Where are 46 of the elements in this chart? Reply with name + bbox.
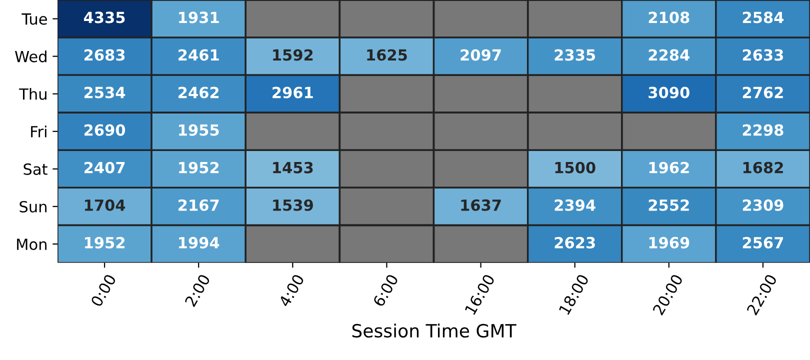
data-label: 2461 bbox=[178, 49, 219, 61]
y-tick-label: Mon bbox=[17, 238, 46, 250]
data-label: 2108 bbox=[648, 12, 690, 24]
y-tick-label: Sat bbox=[24, 163, 48, 175]
data-label: 2567 bbox=[742, 236, 784, 248]
data-label: 1539 bbox=[273, 199, 313, 211]
data-label: 2633 bbox=[742, 49, 784, 61]
data-label: 2407 bbox=[84, 162, 125, 174]
data-label: 1955 bbox=[179, 124, 219, 136]
data-label: 2335 bbox=[554, 49, 596, 61]
data-label: 2961 bbox=[272, 86, 313, 98]
data-label: 2584 bbox=[742, 12, 784, 24]
data-label: 1969 bbox=[649, 236, 690, 248]
data-label: 1453 bbox=[273, 162, 313, 174]
data-label: 1994 bbox=[179, 236, 220, 248]
data-label: 2552 bbox=[648, 199, 689, 211]
data-label: 1625 bbox=[367, 49, 407, 61]
data-label: 2394 bbox=[554, 199, 596, 211]
data-label: 2623 bbox=[554, 236, 595, 248]
data-label: 1962 bbox=[649, 162, 689, 174]
y-tick-label: Thu bbox=[19, 88, 46, 100]
y-tick-label: Fri bbox=[31, 126, 46, 138]
data-label: 2762 bbox=[742, 86, 783, 98]
y-tick-label: Tue bbox=[22, 13, 47, 25]
data-label: 2534 bbox=[84, 86, 126, 98]
data-label: 2462 bbox=[178, 86, 219, 98]
data-label: 1704 bbox=[85, 199, 126, 211]
data-label: 2298 bbox=[742, 124, 784, 136]
data-label: 2690 bbox=[84, 124, 126, 136]
data-label: 1952 bbox=[85, 236, 124, 248]
data-label: 2309 bbox=[742, 199, 784, 211]
data-label: 1637 bbox=[461, 199, 501, 211]
data-label: 2167 bbox=[178, 199, 219, 211]
y-tick-label: Sun bbox=[20, 200, 46, 213]
data-label: 2683 bbox=[84, 49, 125, 61]
data-label: 4335 bbox=[84, 12, 125, 24]
x-axis-title: Session Time GMT bbox=[352, 324, 516, 338]
data-label: 2097 bbox=[460, 49, 501, 61]
data-label: 1952 bbox=[179, 162, 219, 174]
data-label: 1500 bbox=[555, 162, 596, 174]
data-label: 2284 bbox=[648, 49, 690, 61]
data-label: 3090 bbox=[648, 86, 690, 98]
data-label: 1931 bbox=[179, 12, 219, 24]
data-label: 1682 bbox=[743, 162, 783, 174]
data-label: 1592 bbox=[273, 49, 313, 61]
y-tick-label: Wed bbox=[14, 50, 46, 62]
